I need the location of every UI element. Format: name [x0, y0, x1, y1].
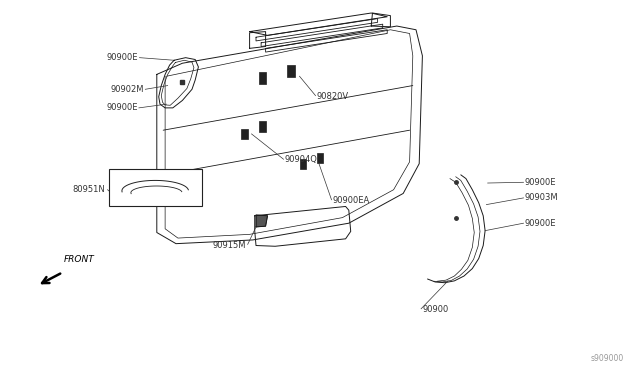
- Bar: [259, 72, 266, 84]
- Text: 90900E: 90900E: [106, 103, 138, 112]
- Bar: [317, 153, 323, 163]
- Text: 90900E: 90900E: [525, 178, 556, 187]
- Bar: [259, 121, 266, 132]
- Text: 80951N: 80951N: [73, 185, 106, 194]
- Text: 90915M: 90915M: [213, 241, 246, 250]
- Text: 90820V: 90820V: [317, 92, 349, 101]
- Text: 90903M: 90903M: [525, 193, 559, 202]
- Bar: [287, 65, 295, 77]
- Text: 90900E: 90900E: [525, 219, 556, 228]
- Text: s909000: s909000: [591, 354, 624, 363]
- Text: 90900E: 90900E: [106, 53, 138, 62]
- Text: 90902M: 90902M: [111, 85, 144, 94]
- Text: 90900: 90900: [422, 305, 449, 314]
- Polygon shape: [256, 215, 268, 227]
- Text: FRONT: FRONT: [64, 255, 95, 264]
- Bar: [241, 129, 248, 139]
- Bar: [109, 169, 202, 206]
- Text: 90900EA: 90900EA: [333, 196, 370, 205]
- Text: 90904Q: 90904Q: [285, 155, 317, 164]
- Bar: [300, 159, 306, 169]
